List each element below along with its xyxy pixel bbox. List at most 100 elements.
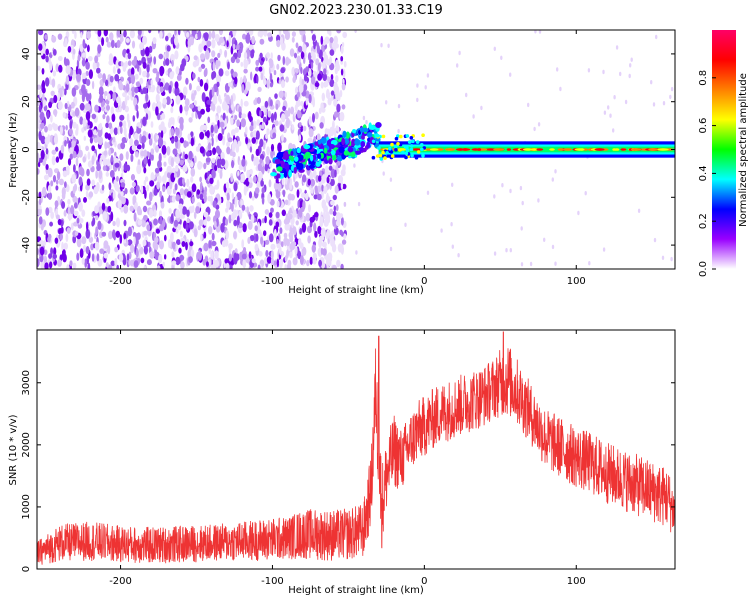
spectrogram-cell [37, 208, 42, 216]
spectrogram-cell [49, 61, 53, 71]
spectrogram-cell [241, 253, 247, 260]
spectrogram-cell [71, 140, 76, 148]
spectrogram-cell [323, 206, 328, 213]
spectrogram-cell [103, 30, 108, 37]
spectrogram-cell [340, 181, 344, 190]
spectrogram-cell [143, 230, 149, 236]
spectrogram-cell [354, 139, 361, 146]
spectrogram-cell [142, 70, 147, 78]
spectrogram-cell [192, 72, 196, 79]
spectrogram-cell [171, 260, 177, 266]
spectrogram-cell [234, 198, 238, 208]
spectrogram-cell [397, 103, 401, 109]
spectrogram-cell [130, 154, 134, 162]
spectrogram-cell [298, 122, 302, 128]
spectrogram-x-ticks: -200 -100 0 100 [109, 30, 586, 287]
spectrogram-cell [274, 158, 281, 165]
spectrogram-cell [148, 208, 154, 218]
spectrogram-cell [324, 165, 329, 176]
spectrogram-cell [209, 185, 215, 195]
spectrogram-cell [49, 221, 53, 227]
spectrogram-cell [257, 163, 263, 172]
spectrogram-cell [116, 175, 119, 182]
spectrogram-cell [313, 222, 317, 233]
spectrogram-cell [81, 257, 85, 265]
spectrogram-cell [266, 146, 270, 156]
spectrogram-cell [170, 232, 174, 242]
spectrogram-cell [322, 248, 327, 256]
spectrogram-cell [123, 219, 127, 227]
spectrogram-cell [331, 154, 337, 161]
spectrogram-cell [253, 175, 257, 184]
spectrogram-cell [314, 82, 320, 88]
spectrogram-cell [300, 125, 304, 133]
spectrogram-cell [132, 199, 136, 206]
spectrogram-cell [303, 84, 308, 92]
spectrogram-cell [303, 57, 306, 64]
spectrogram-cell [156, 181, 161, 190]
spectrogram-cell [114, 180, 119, 191]
spectrogram-cell [225, 94, 231, 105]
spectrogram-cell [144, 176, 149, 182]
spectrogram-cell [69, 153, 74, 160]
spectrogram-cell [70, 205, 75, 215]
spectrogram-cell [334, 169, 337, 178]
spectrogram-cell [84, 103, 90, 111]
spectrogram-cell [169, 181, 173, 190]
spectrogram-cell [182, 164, 188, 172]
spectrogram-cell [390, 142, 394, 147]
spectrogram-cell [109, 32, 114, 41]
spectrogram-cell [264, 239, 270, 245]
spectrogram-cell [327, 30, 331, 35]
spectrogram-marks [37, 30, 675, 269]
spectrogram-cell [123, 120, 127, 129]
spectrogram-cell [289, 48, 295, 57]
spectrogram-cell [64, 38, 68, 45]
spectrogram-cell [135, 185, 140, 193]
spectrogram-cell [293, 166, 297, 174]
spectrogram-cell [169, 71, 174, 80]
spectrogram-cell [143, 167, 147, 174]
spectrogram-cell [197, 105, 201, 112]
spectrogram-cell [37, 204, 42, 211]
spectrogram-cell [76, 59, 80, 68]
spectrogram-cell [661, 255, 665, 260]
spectrogram-cell [139, 133, 142, 144]
spectrogram-cell [218, 68, 224, 77]
spectrogram-band-peak [612, 148, 617, 151]
spectrogram-cell [230, 56, 236, 64]
spectrogram-cell [51, 155, 56, 166]
spectrogram-cell [125, 38, 130, 43]
spectrogram-cell [203, 242, 209, 252]
spectrogram-cell [202, 259, 207, 266]
spectrogram-cell [212, 147, 217, 156]
spectrogram-cell [340, 231, 344, 237]
spectrogram-cell [156, 134, 160, 141]
spectrogram-cell [409, 136, 414, 140]
spectrogram-cell [158, 152, 162, 163]
colorbar-tick-label: 0.8 [698, 70, 709, 86]
spectrogram-cell [342, 183, 347, 190]
spectrogram-band-peak [594, 148, 605, 151]
spectrogram-cell [323, 210, 326, 220]
spectrogram-cell [275, 189, 281, 199]
spectrogram-cell [662, 101, 666, 106]
spectrogram-cell [184, 153, 188, 160]
spectrogram-cell [104, 79, 109, 87]
spectrogram-cell [225, 262, 230, 269]
spectrogram-cell [82, 89, 88, 98]
spectrogram-cell [258, 251, 263, 257]
spectrogram-cell [300, 51, 305, 60]
spectrogram-cell [167, 171, 171, 179]
spectrogram-cell [233, 254, 238, 265]
spectrogram-cell [52, 70, 57, 77]
spectrogram-cell [134, 73, 139, 80]
spectrogram-cell [52, 49, 57, 56]
spectrogram-cell [292, 226, 297, 236]
spectrogram-cell [190, 176, 194, 183]
spectrogram-cell [230, 117, 234, 126]
snr-y-label: SNR (10 * v/v) [8, 414, 19, 485]
spectrogram-cell [211, 71, 215, 80]
spectrogram-cell [385, 100, 388, 105]
spectrogram-cell [127, 226, 132, 237]
